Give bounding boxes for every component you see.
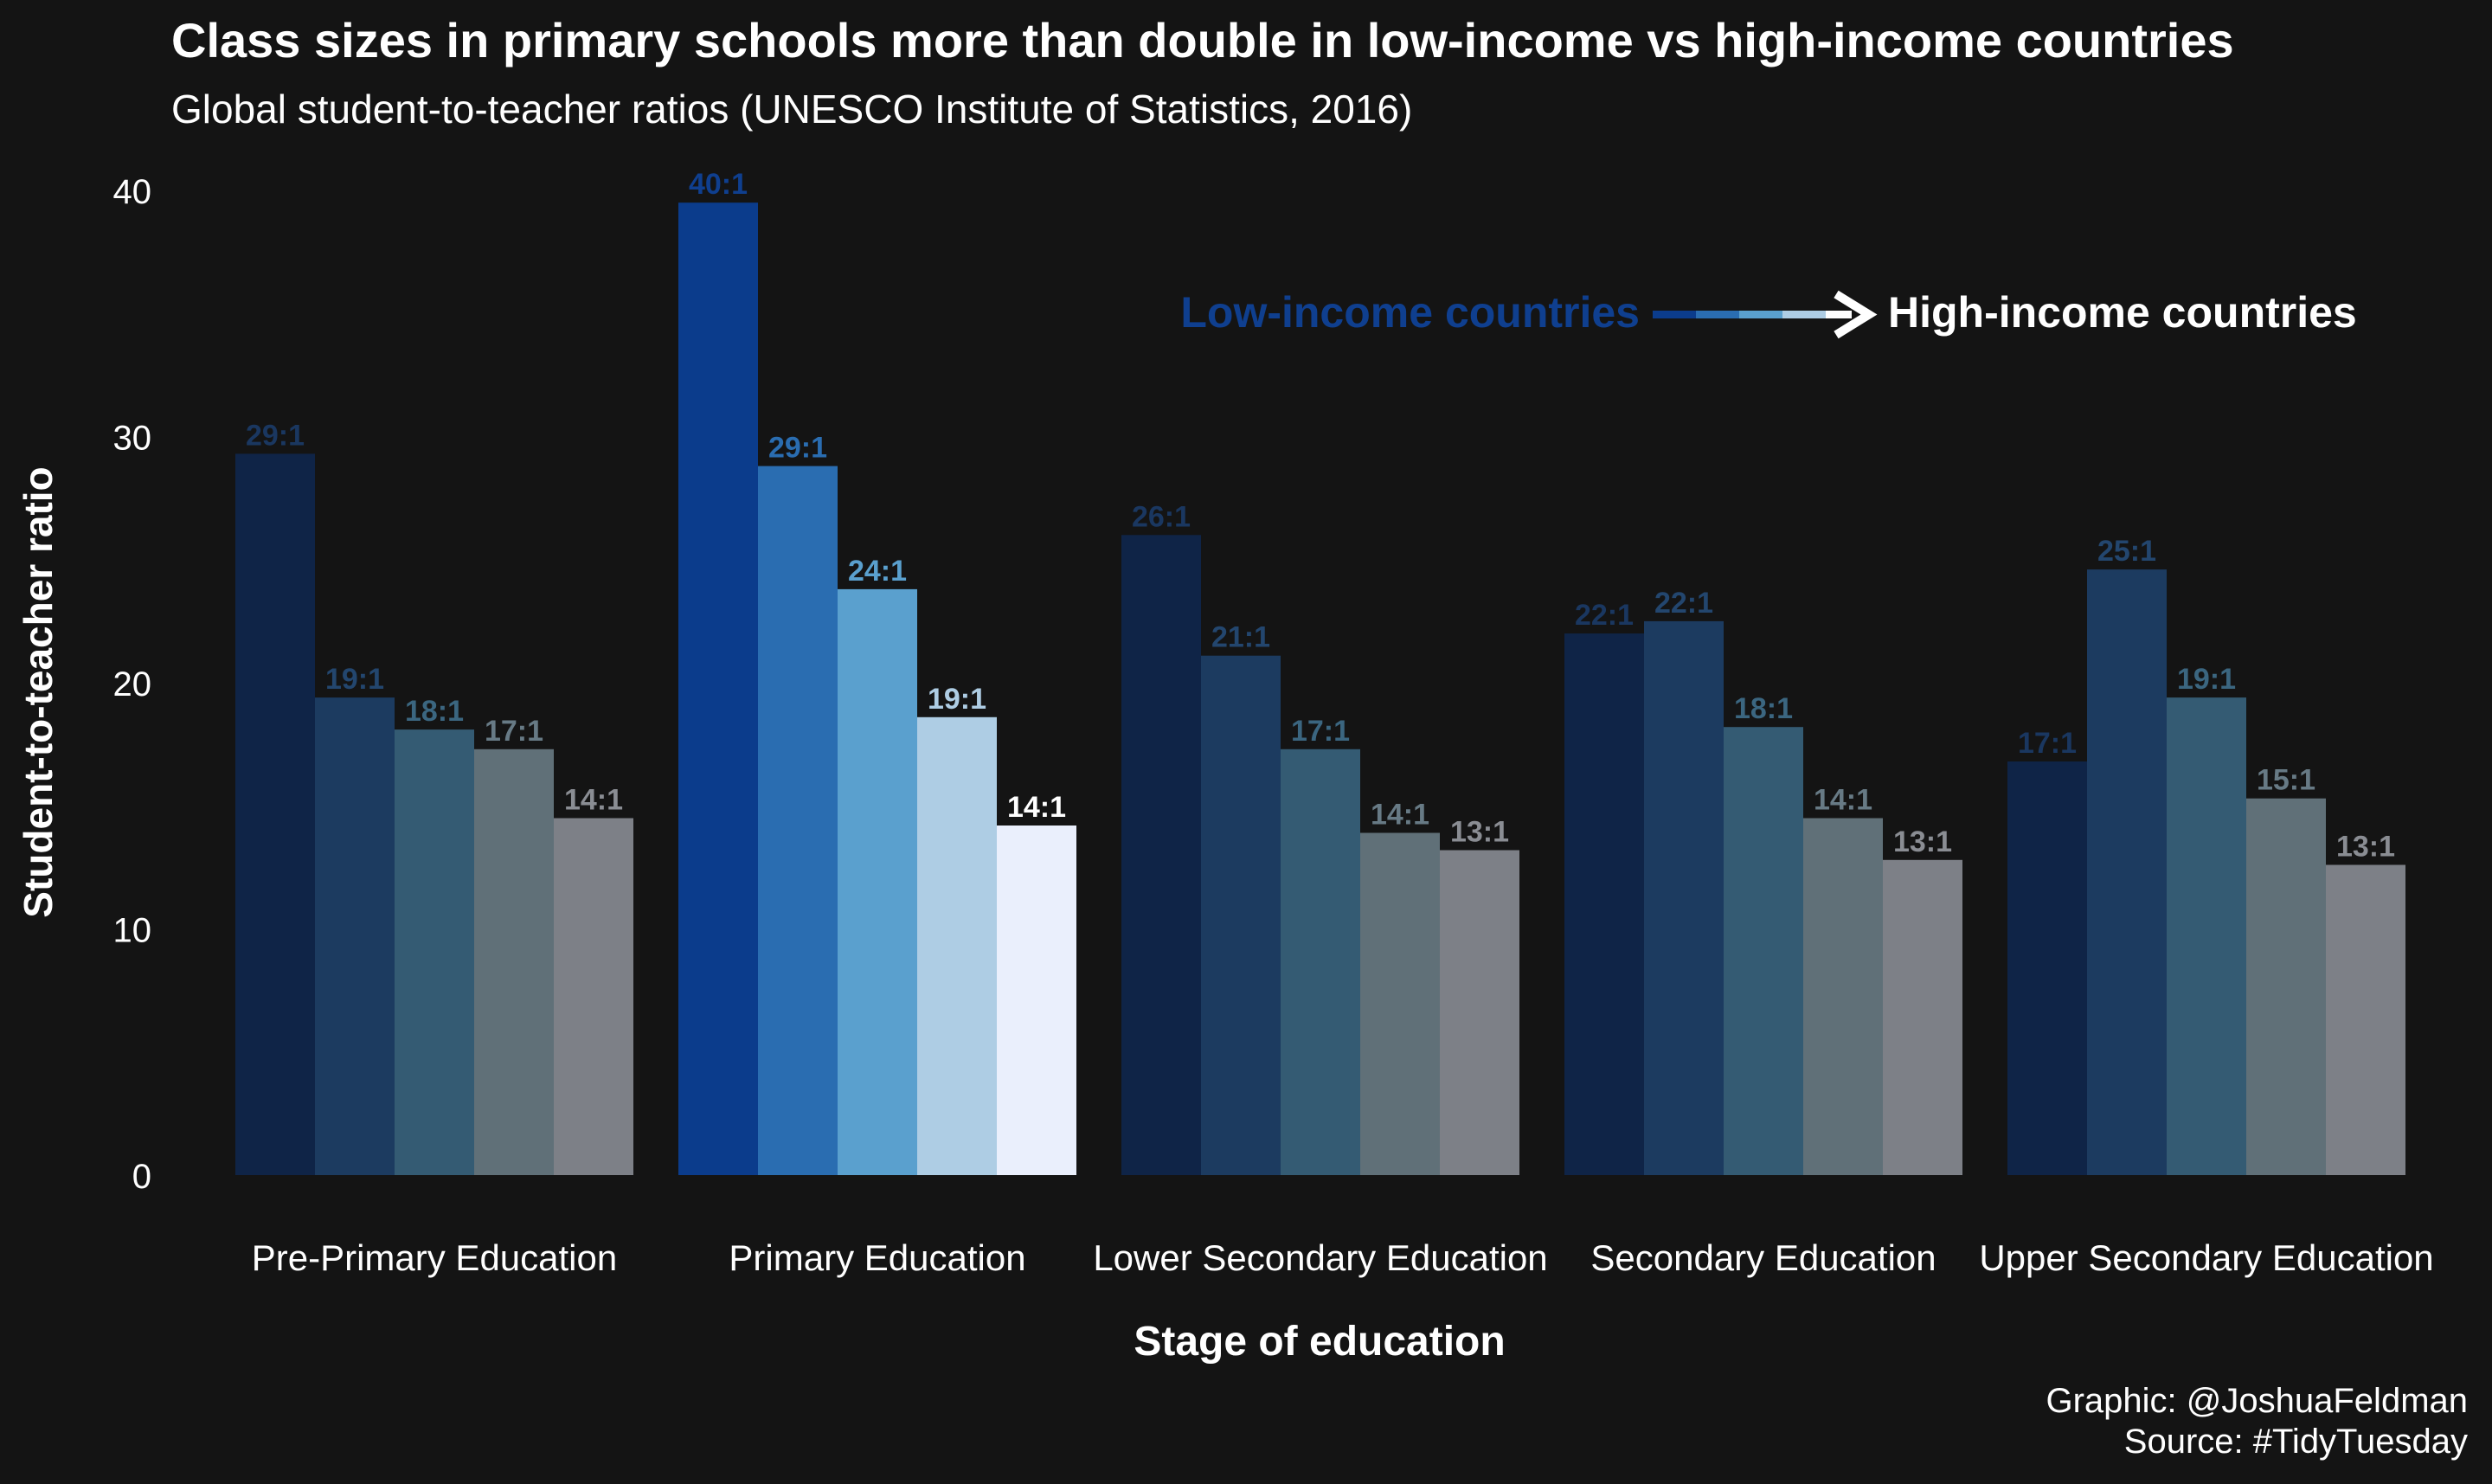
bar	[395, 729, 474, 1175]
x-tick-label: Upper Secondary Education	[1979, 1237, 2433, 1278]
bar-value-label: 19:1	[2177, 663, 2236, 696]
legend-gradient-seg-1	[1653, 311, 1696, 318]
chart-subtitle: Global student-to-teacher ratios (UNESCO…	[171, 87, 1412, 132]
bar	[554, 818, 633, 1175]
bar-value-label: 14:1	[1814, 784, 1872, 817]
legend-gradient-seg-5	[1826, 311, 1852, 318]
bar	[1360, 832, 1440, 1175]
bar-value-label: 21:1	[1211, 621, 1270, 654]
legend-arrow-head-icon	[1834, 290, 1878, 339]
bar	[235, 453, 315, 1175]
bar-value-label: 15:1	[2257, 764, 2315, 797]
bar	[474, 748, 554, 1175]
bar-value-label: 19:1	[325, 663, 384, 696]
bar-labels-layer: 29:1 19:1 18:1 17:1 14:1 40:1 29:1 24:1 19:1 14:1…	[246, 168, 2395, 863]
x-tick-label: Secondary Education	[1590, 1237, 1936, 1278]
y-tick-label: 0	[132, 1158, 151, 1196]
x-tick-label: Pre-Primary Education	[252, 1237, 617, 1278]
bar-value-label: 24:1	[848, 555, 907, 588]
bar-value-label: 40:1	[689, 168, 748, 201]
bar	[1883, 859, 1962, 1175]
bar-value-label: 18:1	[1734, 692, 1793, 725]
bar-value-label: 29:1	[246, 419, 305, 452]
y-tick-label: 10	[113, 912, 152, 950]
bar-value-label: 26:1	[1132, 500, 1191, 533]
bar-value-label: 14:1	[564, 784, 623, 817]
bar-value-label: 13:1	[1893, 826, 1952, 858]
bar	[2007, 761, 2087, 1175]
bar-value-label: 19:1	[928, 683, 986, 716]
legend-low-label: Low-income countries	[1180, 288, 1640, 337]
bar	[2326, 864, 2405, 1175]
x-tick-label: Primary Education	[729, 1237, 1025, 1278]
legend-gradient-seg-4	[1782, 311, 1826, 318]
caption-source: Source: #TidyTuesday	[2124, 1423, 2468, 1461]
legend: Low-income countries High-income countri…	[1180, 288, 2357, 339]
bar	[1440, 850, 1519, 1175]
bar	[997, 826, 1076, 1175]
bar-value-label: 17:1	[485, 715, 543, 748]
bar	[1724, 727, 1803, 1175]
y-axis-label: Student-to-teacher ratio	[16, 466, 61, 917]
bar	[2087, 569, 2167, 1175]
bar-value-label: 13:1	[1450, 816, 1509, 849]
bar-value-label: 29:1	[768, 432, 827, 465]
legend-gradient-seg-2	[1696, 311, 1739, 318]
y-tick-label: 20	[113, 665, 152, 703]
bar	[2167, 697, 2246, 1175]
y-tick-label: 30	[113, 420, 152, 458]
bar	[1644, 620, 1724, 1175]
bar	[1201, 655, 1281, 1175]
bar	[678, 202, 758, 1176]
bar-value-label: 18:1	[405, 695, 464, 728]
caption-graphic: Graphic: @JoshuaFeldman	[2046, 1382, 2469, 1420]
bar	[758, 466, 838, 1175]
bar	[1121, 535, 1201, 1175]
bar-value-label: 22:1	[1575, 599, 1634, 632]
bar	[917, 716, 997, 1175]
bar	[1281, 748, 1360, 1175]
bar-value-label: 14:1	[1371, 799, 1429, 832]
bar-value-label: 14:1	[1007, 791, 1066, 824]
bar	[2246, 798, 2326, 1175]
bars-layer	[235, 202, 2405, 1176]
bar-value-label: 17:1	[1291, 715, 1350, 748]
bar-value-label: 17:1	[2018, 727, 2077, 760]
x-axis-label: Stage of education	[1134, 1319, 1505, 1365]
legend-gradient-seg-3	[1739, 311, 1782, 318]
bar	[838, 588, 917, 1175]
bar	[1564, 633, 1644, 1175]
chart-title: Class sizes in primary schools more than…	[171, 13, 2234, 67]
y-tick-label: 40	[113, 173, 152, 211]
bar-value-label: 13:1	[2336, 831, 2395, 864]
x-axis-ticks: Pre-Primary Education Primary Education Lo…	[252, 1237, 2434, 1278]
x-tick-label: Lower Secondary Education	[1093, 1237, 1547, 1278]
bar	[1803, 818, 1883, 1175]
bar-value-label: 22:1	[1654, 587, 1713, 620]
bar-value-label: 25:1	[2097, 535, 2156, 568]
legend-high-label: High-income countries	[1888, 288, 2357, 337]
bar	[315, 697, 395, 1175]
y-axis-ticks: 0 10 20 30 40	[113, 173, 152, 1196]
